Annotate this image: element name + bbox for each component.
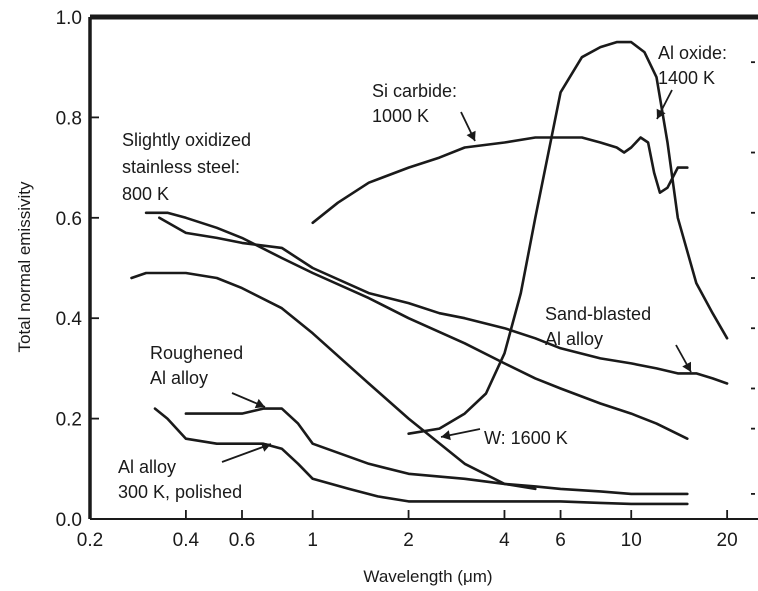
- series-line-al-oxide: [407, 40, 729, 436]
- plot-frame: [88, 14, 758, 520]
- series-line-roughened-al: [184, 407, 689, 496]
- x-tick-label: 0.2: [77, 530, 103, 551]
- leader-arrow-al-alloy-polished: [221, 442, 272, 463]
- annotation-roughened-al-line-1: Roughened: [150, 343, 243, 363]
- series-line-sand-blasted-al: [158, 216, 729, 385]
- annotation-si-carbide-line-2: 1000 K: [372, 106, 429, 126]
- y-tick-label: 0.0: [56, 510, 82, 531]
- y-axis-title: Total normal emissivity: [15, 181, 34, 352]
- annotation-sand-blasted-al-line-2: Al alloy: [545, 329, 603, 349]
- x-tick-label: 10: [621, 530, 642, 551]
- series-line-w-1600k: [130, 271, 537, 491]
- series-lines: [130, 40, 729, 506]
- x-tick-label: 4: [499, 530, 510, 551]
- series-line-si-carbide: [311, 136, 689, 225]
- x-tick-label: 2: [403, 530, 414, 551]
- x-tick-label: 0.6: [229, 530, 255, 551]
- annotation-al-alloy-polished-line-2: 300 K, polished: [118, 482, 242, 502]
- y-tick-label: 0.2: [56, 410, 82, 431]
- annotation-al-alloy-polished-line-1: Al alloy: [118, 457, 176, 477]
- x-tick-label: 1: [307, 530, 318, 551]
- y-tick-label: 0.6: [56, 209, 82, 230]
- leader-arrow-roughened-al: [231, 392, 266, 409]
- annotation-sand-blasted-al-line-1: Sand-blasted: [545, 304, 651, 324]
- x-tick-label: 0.4: [173, 530, 200, 551]
- leader-arrow-si-carbide: [460, 111, 476, 142]
- tick-labels: 0.2 0.4 0.6 1 2 4 6 10 200.00.20.40.60.81.0: [56, 8, 738, 551]
- x-tick-label: 6: [555, 530, 566, 551]
- annotation-stainless-steel-line-1: Slightly oxidized: [122, 130, 251, 150]
- annotations: Si carbide: 1000 K Al oxide: 1400 K Slightly…: [118, 43, 727, 502]
- annotation-al-oxide-line-1: Al oxide:: [658, 43, 727, 63]
- annotation-al-oxide-line-2: 1400 K: [658, 68, 715, 88]
- annotation-stainless-steel-line-3: 800 K: [122, 184, 169, 204]
- annotation-roughened-al-line-2: Al alloy: [150, 368, 208, 388]
- annotation-stainless-steel-line-2: stainless steel:: [122, 157, 240, 177]
- y-tick-label: 0.8: [56, 108, 82, 129]
- annotation-w-1600k-line-1: W: 1600 K: [484, 428, 568, 448]
- y-tick-label: 1.0: [56, 8, 82, 29]
- annotation-si-carbide-line-1: Si carbide:: [372, 81, 457, 101]
- series-line-stainless-steel: [144, 211, 689, 441]
- leader-arrow-w-1600k: [440, 428, 481, 441]
- series-line-al-alloy-polished: [153, 407, 689, 506]
- y-tick-label: 0.4: [56, 309, 83, 330]
- annotation-leaders: [221, 89, 692, 463]
- axis-ticks: [89, 16, 755, 520]
- leader-arrow-al-oxide: [656, 89, 673, 120]
- leader-arrow-sand-blasted-al: [675, 344, 692, 373]
- x-tick-label: 20: [717, 530, 738, 551]
- x-axis-title: Wavelength (μm): [363, 567, 492, 586]
